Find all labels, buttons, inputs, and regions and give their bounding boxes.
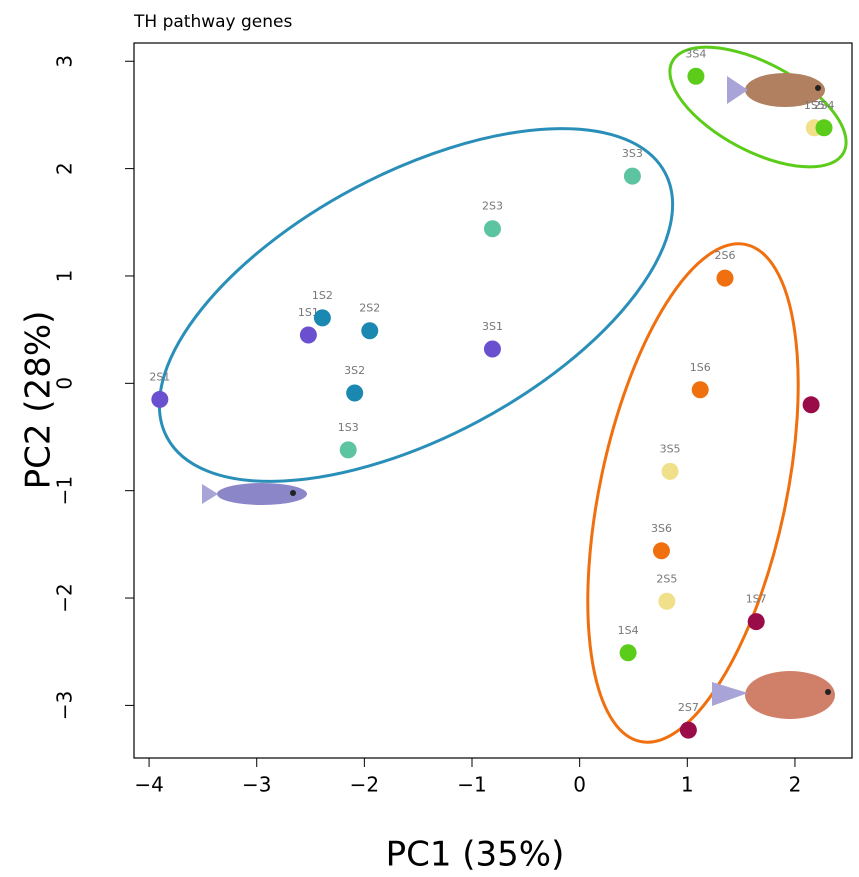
point: [687, 67, 705, 85]
y-tick-label: 2: [53, 162, 77, 175]
point-label: 1S7: [746, 593, 767, 606]
chart-title: TH pathway genes: [133, 12, 292, 32]
y-tick-label: −2: [53, 583, 77, 612]
x-tick-label: −2: [350, 773, 379, 797]
point-label: 2S6: [714, 249, 735, 262]
point-label: 3S1: [482, 320, 503, 333]
x-tick-label: 0: [573, 773, 586, 797]
point-label: 1S5: [804, 99, 825, 112]
point: [361, 322, 379, 340]
y-tick-label: 1: [53, 270, 77, 283]
point: [691, 381, 709, 399]
point-label: 3S5: [660, 442, 681, 455]
x-tick-label: 1: [681, 773, 694, 797]
point: [151, 390, 169, 408]
point-label: 1S6: [690, 361, 711, 374]
plot-frame: [133, 42, 853, 759]
point-label: 1S2: [312, 289, 333, 302]
point-label: 1S3: [338, 421, 359, 434]
x-tick-label: −1: [457, 773, 486, 797]
cluster-ellipse: [586, 242, 800, 744]
point-label: 1S1: [298, 306, 319, 319]
fish-icon: [712, 671, 835, 719]
point-label: 1S4: [618, 624, 639, 637]
x-tick-label: 2: [789, 773, 802, 797]
point-label: 3S2: [344, 364, 365, 377]
point: [619, 644, 637, 662]
point-label: 2S4: [814, 99, 835, 112]
y-tick-label: 3: [53, 55, 77, 68]
point-label: 2S5: [656, 572, 677, 585]
fish-icon: [202, 483, 307, 505]
point: [802, 396, 820, 414]
point: [815, 119, 833, 137]
point-label: 2S1: [149, 370, 170, 383]
x-axis-label: PC1 (35%): [386, 835, 565, 875]
point: [299, 326, 317, 344]
point: [652, 542, 670, 560]
x-tick-label: −4: [134, 773, 163, 797]
point: [747, 613, 765, 631]
point-label: 2S7: [678, 701, 699, 714]
point: [313, 309, 331, 327]
point: [483, 340, 501, 358]
y-tick-label: −3: [53, 691, 77, 720]
point-label: 2S2: [359, 302, 380, 315]
point-label: 2S3: [482, 200, 503, 213]
point: [716, 269, 734, 287]
cluster-ellipse: [668, 45, 848, 169]
point-label: 3S4: [685, 47, 706, 60]
point: [661, 462, 679, 480]
point: [658, 592, 676, 610]
fish-icon: [727, 73, 825, 107]
point: [339, 441, 357, 459]
point-label: 3S3: [622, 147, 643, 160]
point: [623, 167, 641, 185]
point-label: 3S6: [651, 522, 672, 535]
point: [483, 220, 501, 238]
y-tick-label: −1: [53, 476, 77, 505]
y-tick-label: 0: [53, 377, 77, 390]
cluster-ellipse: [157, 127, 675, 483]
point: [679, 721, 697, 739]
x-tick-label: −3: [242, 773, 271, 797]
point: [346, 384, 364, 402]
y-axis-label: PC2 (28%): [19, 311, 59, 490]
